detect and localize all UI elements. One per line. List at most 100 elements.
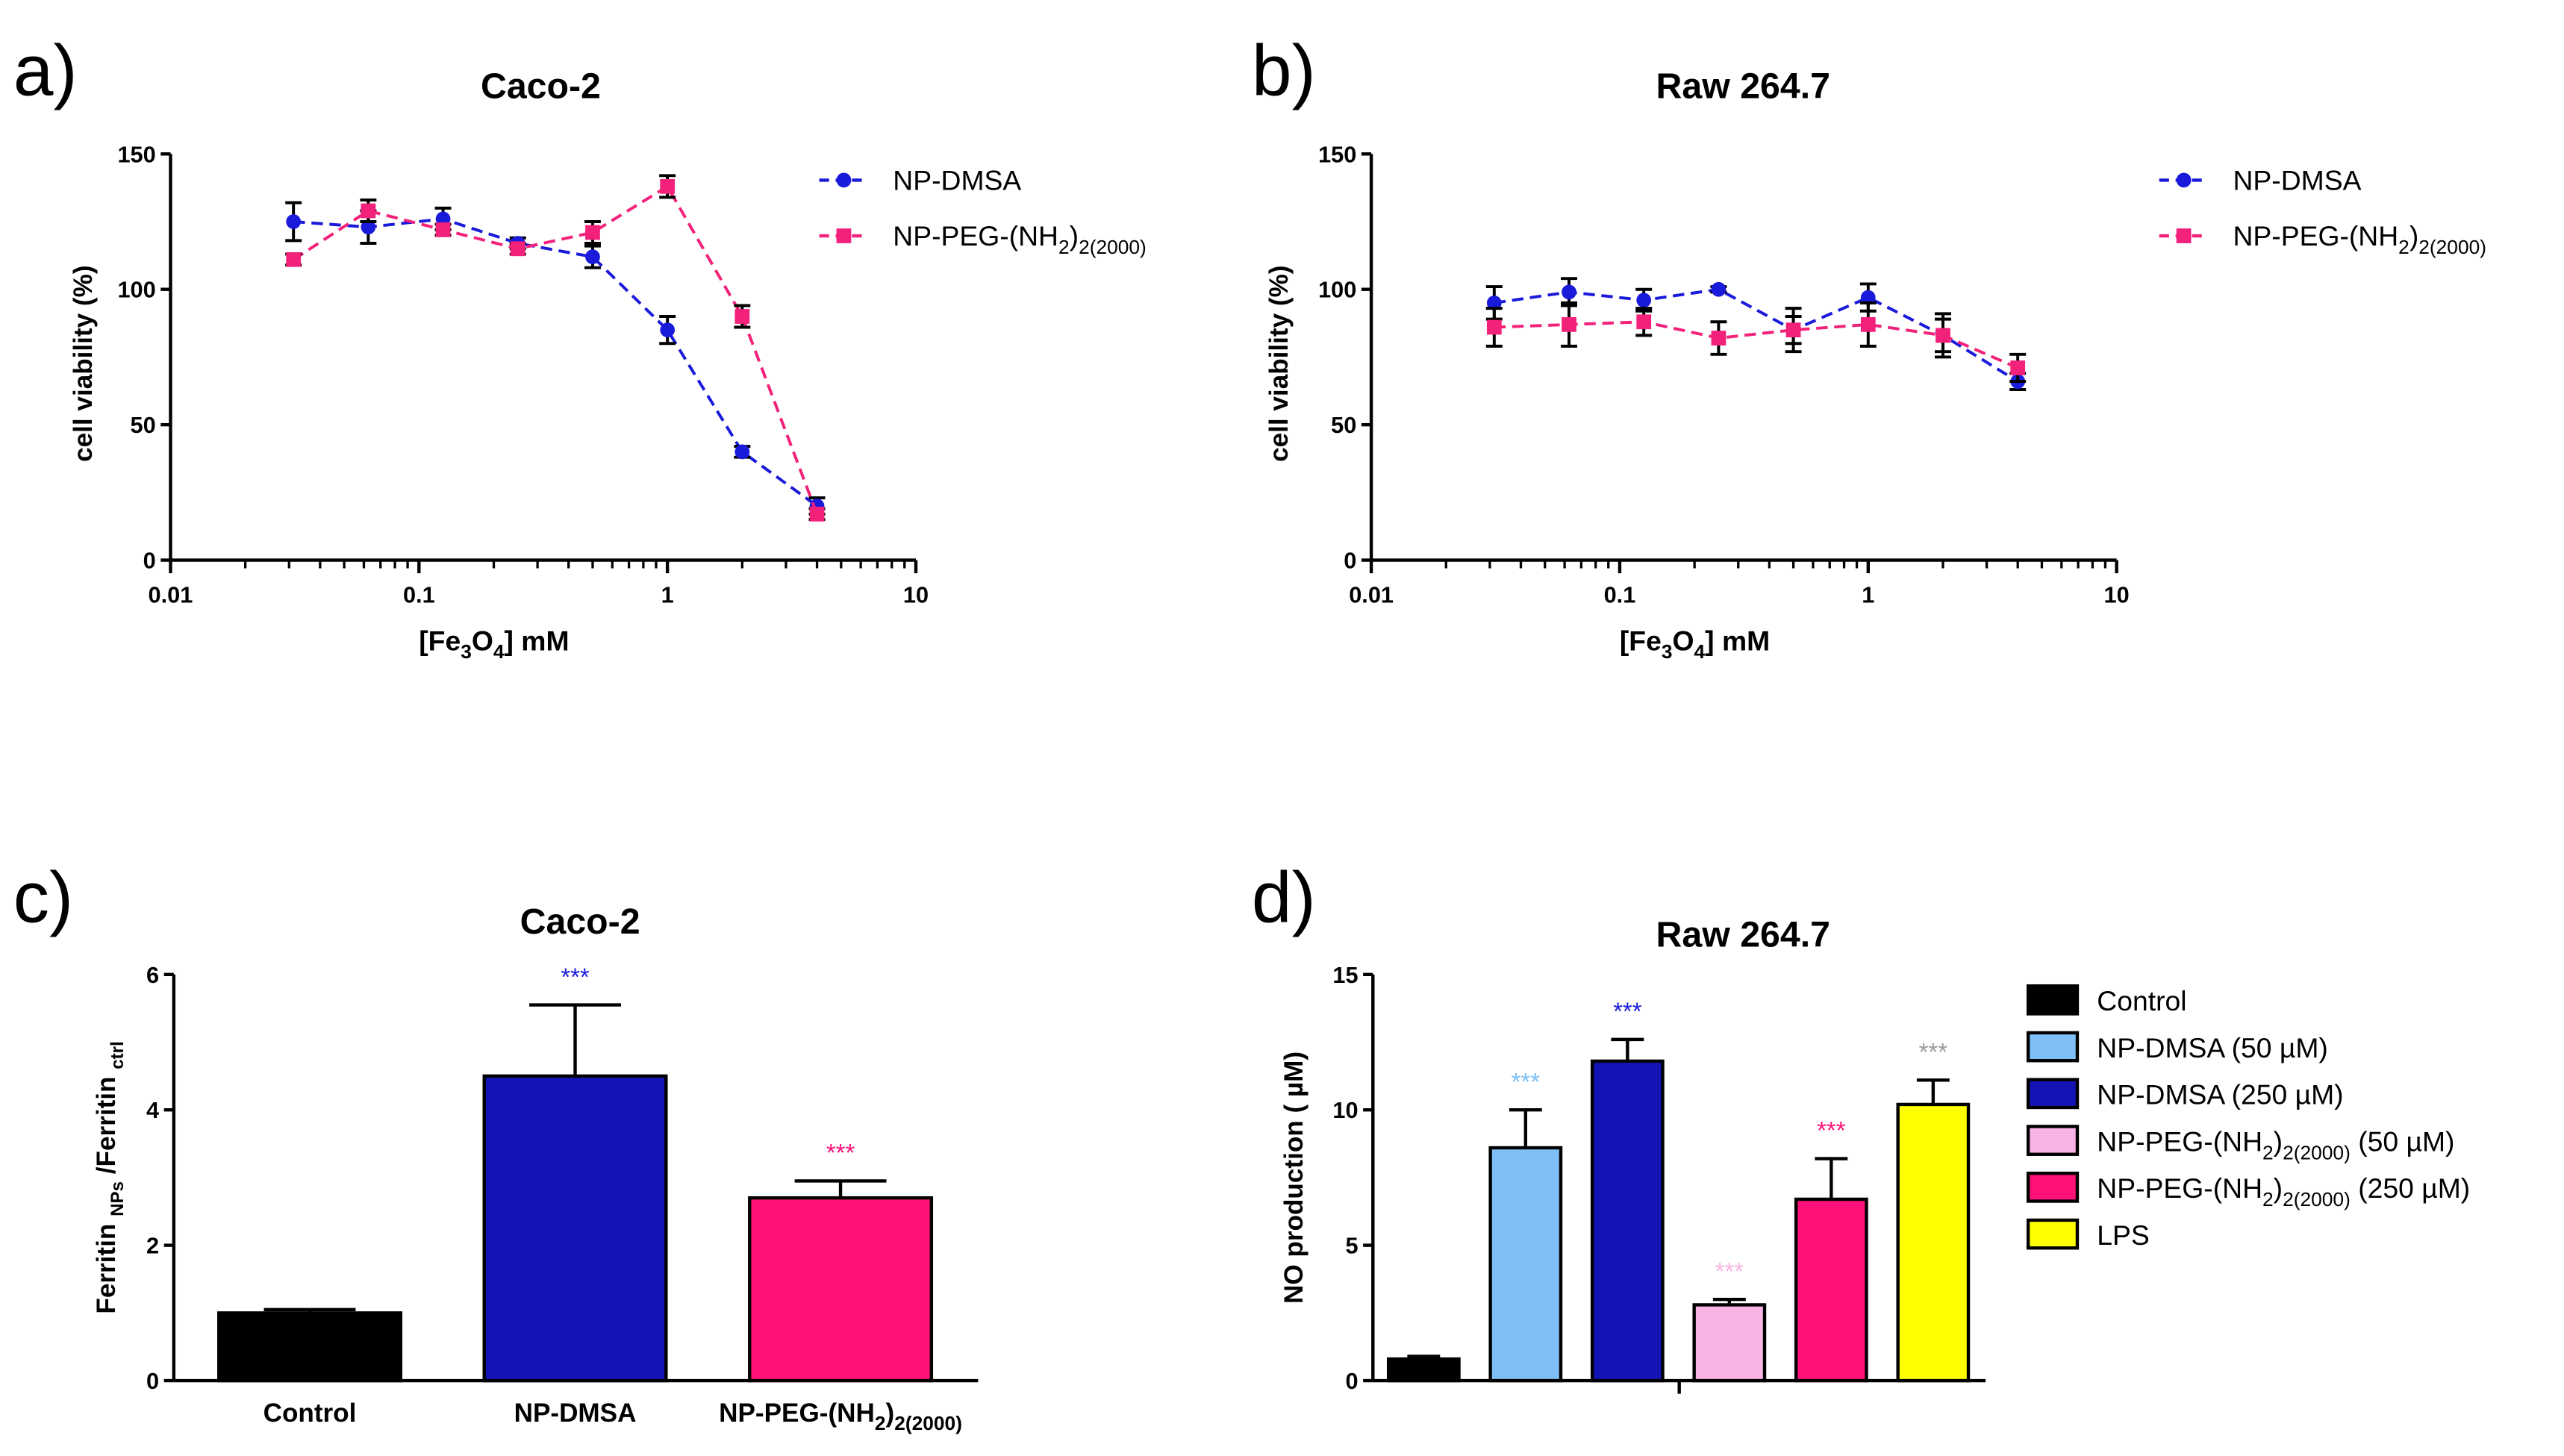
legend-text: NP-PEG-(NH bbox=[893, 220, 1058, 251]
x-tick-label: 0.1 bbox=[403, 582, 435, 608]
x-tick-label: 10 bbox=[903, 582, 929, 608]
legend-swatch bbox=[2026, 1078, 2080, 1110]
y-tick-label: 100 bbox=[1318, 277, 1356, 303]
panel-label: d) bbox=[1252, 858, 1316, 938]
y-label-part: Ferritin bbox=[92, 1216, 121, 1314]
panel-label: c) bbox=[13, 858, 73, 938]
x-category-label: Control bbox=[263, 1399, 357, 1428]
legend-sub: 2(2000) bbox=[2418, 236, 2486, 258]
legend-text: NP-DMSA bbox=[2233, 165, 2361, 196]
data-point bbox=[1860, 290, 1876, 305]
line-chart-a: a) Caco-2 0 50 100 150 0.01 0.1 1 10 [Fe3O4] mM cel… bbox=[13, 31, 1147, 663]
legend-text: ) bbox=[2409, 220, 2418, 251]
legend-label: NP-DMSA bbox=[2233, 165, 2361, 196]
legend-text: LPS bbox=[2097, 1219, 2150, 1251]
y-tick-label: 50 bbox=[1331, 412, 1356, 438]
series-line-1 bbox=[293, 184, 819, 515]
legend-text: NP-PEG-(NH bbox=[2233, 220, 2398, 251]
x-label-sub: 4 bbox=[493, 640, 505, 663]
legend-text: NP-DMSA (250 bbox=[2097, 1079, 2295, 1110]
data-point bbox=[660, 178, 676, 194]
y-label-sub: NPs bbox=[107, 1181, 128, 1216]
legend-swatch bbox=[2026, 984, 2080, 1016]
x-tick-label: 0.01 bbox=[149, 582, 193, 608]
y-tick-label: 10 bbox=[1332, 1097, 1358, 1123]
significance-marker: *** bbox=[561, 963, 590, 990]
category-text: NP-DMSA bbox=[514, 1399, 637, 1428]
x-label-part: [Fe bbox=[1620, 625, 1662, 656]
legend-swatch bbox=[2026, 1172, 2080, 1203]
data-point bbox=[1486, 295, 1502, 310]
legend-sub: 2(2000) bbox=[1079, 236, 1147, 258]
bar bbox=[1590, 1059, 1665, 1383]
legend-marker bbox=[2176, 172, 2192, 188]
x-tick-label: 1 bbox=[661, 582, 674, 608]
legend-marker bbox=[2176, 228, 2192, 243]
bar bbox=[1386, 1357, 1461, 1383]
legend-sub: 2 bbox=[2262, 1188, 2274, 1210]
data-point bbox=[1636, 314, 1652, 330]
legend-label: NP-PEG-(NH2)2(2000) (50 µM) bbox=[2097, 1125, 2454, 1163]
data-point bbox=[1486, 319, 1502, 335]
significance-marker: *** bbox=[1715, 1257, 1744, 1285]
y-tick-label: 0 bbox=[143, 548, 156, 574]
data-point bbox=[1636, 293, 1652, 308]
x-category-label: NP-PEG-(NH2)2(2000) bbox=[719, 1399, 962, 1434]
category-text: ) bbox=[886, 1399, 895, 1428]
significance-marker: *** bbox=[826, 1139, 855, 1166]
y-axis-label: cell viability (%) bbox=[69, 265, 98, 461]
x-label-part: O bbox=[1673, 625, 1694, 656]
significance-marker: *** bbox=[1613, 998, 1642, 1025]
chart-title: Raw 264.7 bbox=[1656, 66, 1830, 107]
x-axis-label: [Fe3O4] mM bbox=[1620, 625, 1770, 663]
data-point bbox=[660, 322, 676, 338]
legend-label: LPS bbox=[2097, 1219, 2150, 1251]
x-tick-label: 0.01 bbox=[1349, 582, 1394, 608]
bar bbox=[748, 1196, 934, 1383]
bar bbox=[1794, 1197, 1868, 1383]
legend-text: NP-PEG-(NH bbox=[2097, 1172, 2262, 1204]
y-axis-label: NO production ( µM) bbox=[1279, 1052, 1308, 1304]
significance-marker: *** bbox=[1919, 1038, 1948, 1066]
legend-sub: 2(2000) bbox=[2283, 1141, 2351, 1163]
legend-unit: µM) bbox=[2280, 1032, 2328, 1063]
y-tick-label: 15 bbox=[1332, 962, 1358, 988]
data-point bbox=[286, 214, 302, 229]
legend-text: ) bbox=[2274, 1125, 2283, 1157]
legend-swatch bbox=[2026, 1031, 2080, 1063]
legend-sub: 2 bbox=[2398, 236, 2409, 258]
x-tick-label: 1 bbox=[1862, 582, 1874, 608]
y-tick-label: 150 bbox=[117, 141, 155, 167]
data-point bbox=[1936, 328, 1950, 343]
category-sub: 2 bbox=[875, 1412, 886, 1434]
bar bbox=[482, 1074, 668, 1383]
x-label-part: ] mM bbox=[1705, 625, 1770, 656]
y-tick-label: 6 bbox=[146, 962, 159, 988]
y-axis-label: cell viability (%) bbox=[1264, 265, 1294, 461]
legend-label: NP-DMSA bbox=[893, 165, 1021, 196]
y-tick-label: 0 bbox=[146, 1368, 159, 1394]
y-tick-label: 4 bbox=[146, 1097, 159, 1123]
x-axis-label: [Fe3O4] mM bbox=[419, 625, 569, 663]
y-tick-label: 0 bbox=[1345, 1368, 1358, 1394]
data-point bbox=[1785, 322, 1801, 338]
panel-label: b) bbox=[1252, 31, 1316, 110]
bar bbox=[217, 1311, 402, 1383]
legend-text: (250 bbox=[2351, 1172, 2421, 1204]
legend-label: Control bbox=[2097, 985, 2186, 1016]
legend-label: NP-PEG-(NH2)2(2000) bbox=[2233, 220, 2486, 258]
data-point bbox=[1711, 331, 1727, 346]
legend-text: NP-DMSA (50 bbox=[2097, 1032, 2280, 1063]
x-tick-label: 10 bbox=[2104, 582, 2130, 608]
legend-unit: µM) bbox=[2421, 1172, 2470, 1204]
legend-unit: µM) bbox=[2295, 1079, 2344, 1110]
chart-title: Caco-2 bbox=[520, 902, 640, 942]
legend-sub: 2 bbox=[2262, 1141, 2274, 1163]
legend-text: NP-DMSA bbox=[893, 165, 1021, 196]
y-tick-label: 50 bbox=[131, 412, 156, 438]
category-text: NP-PEG-(NH bbox=[719, 1399, 875, 1428]
y-tick-label: 2 bbox=[146, 1233, 159, 1259]
y-label-sub: ctrl bbox=[107, 1041, 128, 1069]
y-axis-label: Ferritin NPs /Ferritin ctrl bbox=[92, 1041, 128, 1313]
